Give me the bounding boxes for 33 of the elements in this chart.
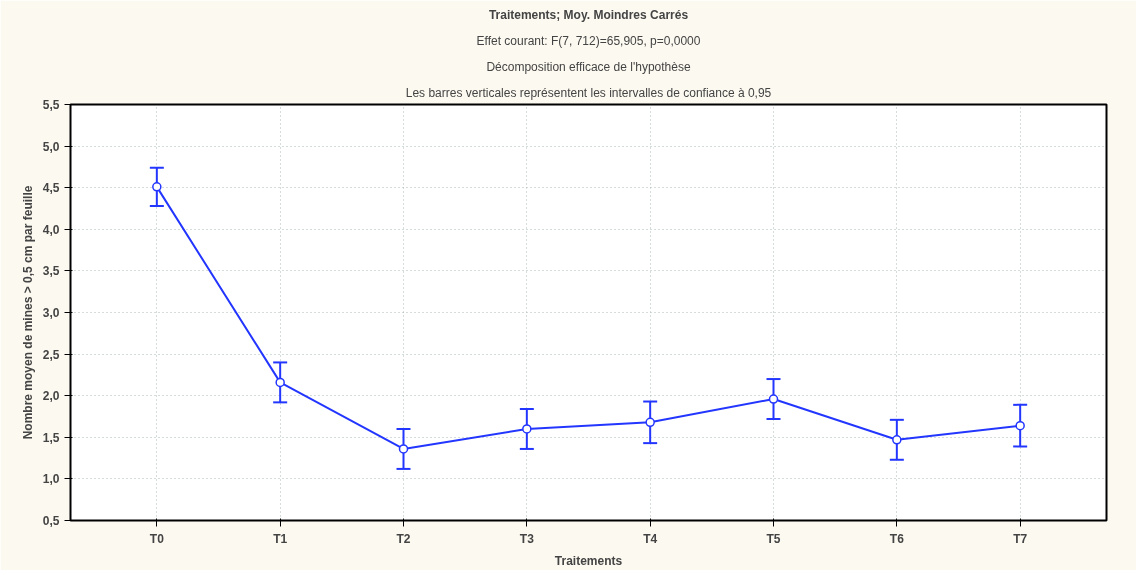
y-tick-label: 2,0 xyxy=(42,389,60,404)
point xyxy=(892,435,902,445)
x-tick-label: T2 xyxy=(396,531,411,546)
y-tick-label: 3,0 xyxy=(42,306,60,320)
point xyxy=(398,444,409,454)
y-tick-label: 3,5 xyxy=(42,264,60,279)
point xyxy=(645,417,655,428)
x-tick-label: T6 xyxy=(889,531,905,546)
x-tick-label: T1 xyxy=(273,531,288,546)
x-tick-label: T4 xyxy=(643,531,658,546)
y-tick-label: 0,5 xyxy=(42,514,60,528)
y-tick-label: 4,0 xyxy=(42,222,60,237)
x-tick-label: T3 xyxy=(519,531,535,546)
y-tick-label: 1,5 xyxy=(42,430,60,445)
text: Les barres verticales représentent les intervalles de confiance à 0,95 xyxy=(405,85,772,100)
y-tick-label: 5,5 xyxy=(42,98,60,112)
point xyxy=(522,424,532,434)
point xyxy=(152,182,162,192)
y-tick-label: 1,0 xyxy=(42,472,60,487)
point xyxy=(275,377,285,388)
chart-subtitle: Effet courant: F(7, 712)=65,905, p=0,0000 xyxy=(476,33,701,48)
y-tick-label: 2,5 xyxy=(42,347,60,362)
point xyxy=(768,394,779,404)
x-tick-label: T5 xyxy=(766,531,781,546)
y-tick-label: 4,5 xyxy=(42,181,60,196)
x-axis-title: Traitements xyxy=(554,553,623,568)
x-tick-label: T7 xyxy=(1013,531,1028,546)
point xyxy=(1015,420,1025,431)
y-tick-label: 5,0 xyxy=(42,139,60,154)
y-axis-title: Nombre moyen de mines > 0,5 cm par feuille xyxy=(20,185,35,440)
text: Décomposition efficace de l'hypothèse xyxy=(486,59,691,74)
x-tick-label: T0 xyxy=(149,531,165,546)
chart-title: Traitements; Moy. Moindres Carrés xyxy=(488,7,689,22)
